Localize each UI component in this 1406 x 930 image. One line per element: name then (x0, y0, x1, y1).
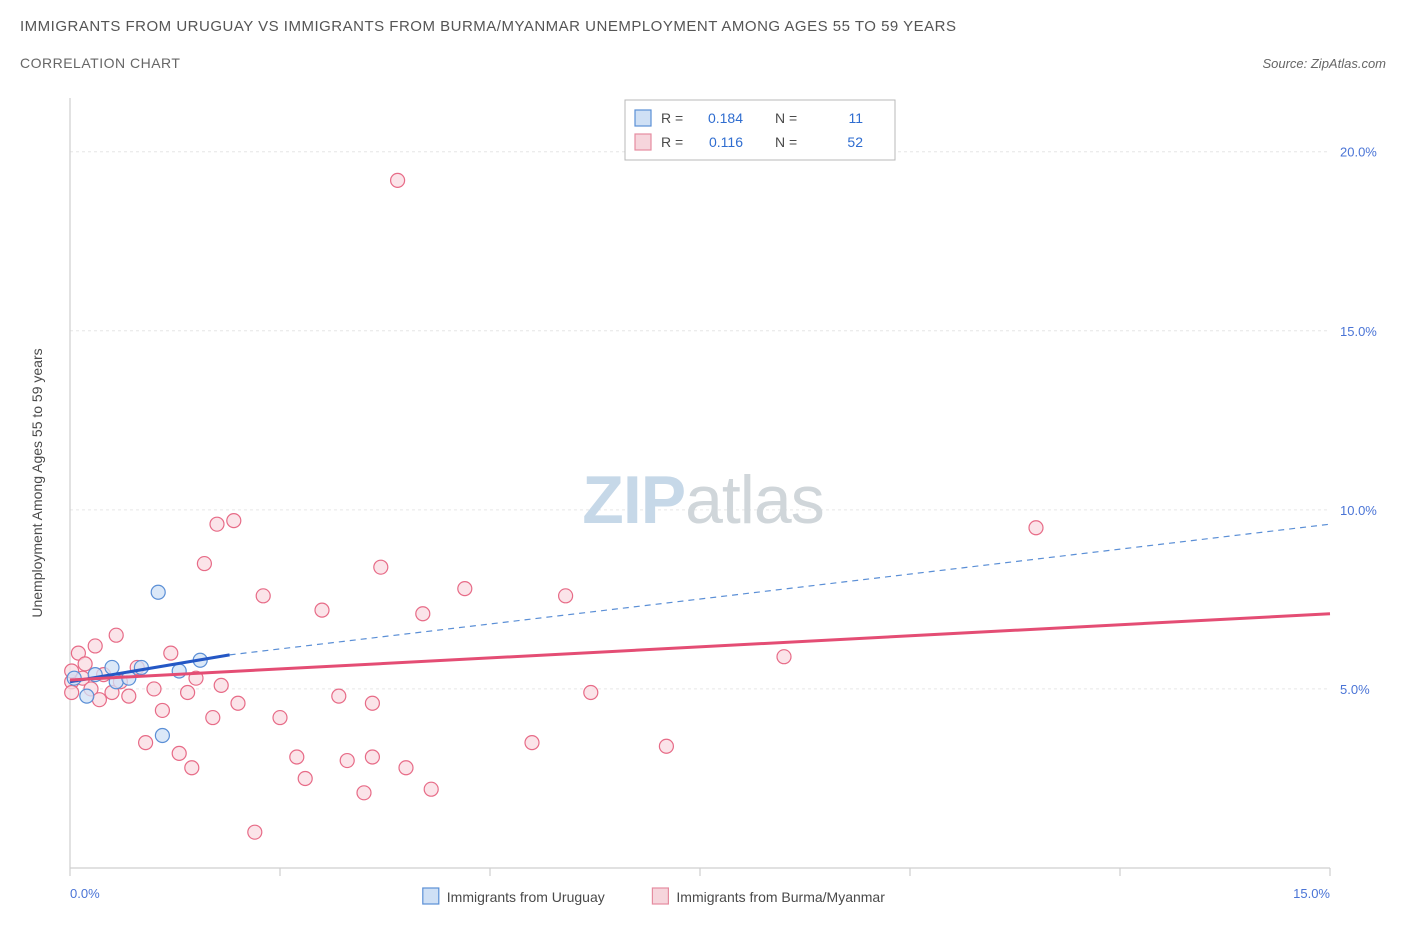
svg-text:R =: R = (661, 134, 683, 150)
chart-subtitle: CORRELATION CHART (20, 55, 180, 71)
chart-area: 0.0% 15.0% 5.0% 10.0% 15.0% 20.0% Unemployment… (20, 90, 1386, 910)
svg-text:15.0%: 15.0% (1293, 886, 1330, 901)
svg-text:0.116: 0.116 (709, 134, 743, 150)
svg-text:N =: N = (775, 134, 797, 150)
chart-title: IMMIGRANTS FROM URUGUAY VS IMMIGRANTS FR… (20, 18, 1386, 35)
svg-text:0.184: 0.184 (708, 110, 743, 126)
svg-text:0.0%: 0.0% (70, 886, 100, 901)
svg-text:N =: N = (775, 110, 797, 126)
svg-text:10.0%: 10.0% (1340, 503, 1377, 518)
source-label: Source: ZipAtlas.com (1262, 56, 1386, 71)
svg-text:Unemployment Among Ages 55 to: Unemployment Among Ages 55 to 59 years (29, 348, 45, 617)
svg-text:R =: R = (661, 110, 683, 126)
svg-text:11: 11 (848, 110, 863, 126)
svg-text:Immigrants from Burma/Myanmar: Immigrants from Burma/Myanmar (676, 889, 885, 905)
scatter-chart-svg: 0.0% 15.0% 5.0% 10.0% 15.0% 20.0% Unemployment… (20, 90, 1386, 910)
svg-text:Immigrants from Uruguay: Immigrants from Uruguay (447, 889, 605, 905)
svg-text:52: 52 (847, 134, 863, 150)
svg-text:15.0%: 15.0% (1340, 324, 1377, 339)
svg-text:5.0%: 5.0% (1340, 682, 1370, 697)
svg-text:20.0%: 20.0% (1340, 145, 1377, 160)
